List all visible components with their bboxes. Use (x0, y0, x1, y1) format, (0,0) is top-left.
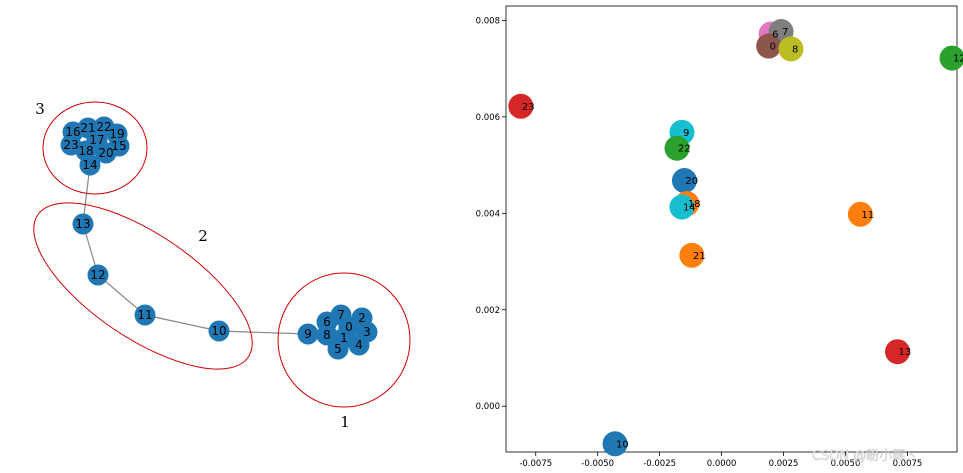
group-label-2: 2 (198, 227, 208, 245)
node-23 (60, 134, 82, 156)
node-11 (134, 304, 156, 326)
node-label-13: 13 (75, 217, 90, 231)
graph-edges (82, 164, 328, 336)
group-label-3: 3 (35, 100, 45, 118)
node-label-1: 1 (340, 331, 348, 345)
node-label-3: 3 (363, 325, 371, 339)
point-label-9: 9 (683, 128, 689, 139)
point-14 (669, 194, 695, 220)
node-label-8: 8 (323, 328, 331, 342)
group-circle-3 (42, 101, 148, 195)
node-20 (95, 142, 117, 164)
node-10 (208, 320, 230, 342)
group-circle-1 (277, 272, 411, 408)
edge-10-11 (144, 314, 220, 332)
y-tick-label: 0.000 (476, 402, 500, 412)
point-23 (508, 93, 534, 119)
point-label-13: 13 (899, 347, 912, 358)
x-tick-label: -0.0050 (581, 459, 614, 469)
scatter-plot: -0.0075 -0.0050 -0.0025 0.0000 0.0025 0.0050 0… (476, 5, 963, 469)
node-label-2: 2 (358, 311, 366, 325)
y-tick-label: 0.006 (476, 113, 500, 123)
point-12 (939, 45, 963, 71)
node-4 (348, 334, 370, 356)
node-label-10: 10 (211, 324, 226, 338)
group-labels: 123 (35, 100, 350, 431)
point-label-22: 22 (678, 144, 691, 155)
y-tick-label: 0.008 (476, 16, 500, 26)
node-label-17: 17 (89, 133, 104, 147)
point-label-21: 21 (693, 251, 706, 262)
node-label-23: 23 (63, 138, 78, 152)
point-13 (885, 339, 911, 365)
edge-9-10 (218, 330, 309, 335)
node-label-6: 6 (323, 315, 331, 329)
x-tick-label: 0.0000 (707, 459, 737, 469)
node-label-18: 18 (78, 144, 93, 158)
x-tick-label: 0.0025 (769, 459, 799, 469)
y-tick-label: 0.004 (476, 209, 500, 219)
node-label-21: 21 (80, 121, 95, 135)
point-label-23: 23 (522, 102, 535, 113)
point-label-12: 12 (953, 54, 963, 65)
node-22 (93, 116, 115, 138)
x-tick-label: 0.0050 (831, 459, 861, 469)
x-tick-label: -0.0075 (519, 459, 552, 469)
plot-frame (505, 5, 958, 453)
point-22 (664, 135, 690, 161)
point-label-10: 10 (616, 439, 629, 450)
node-label-9: 9 (304, 327, 312, 341)
point-0 (756, 33, 782, 59)
watermark-text: CSDN @盼小辉丶 (812, 449, 918, 464)
node-label-4: 4 (355, 338, 363, 352)
point-label-7: 7 (782, 27, 788, 38)
point-21 (679, 242, 705, 268)
node-8 (316, 324, 338, 346)
node-label-0: 0 (345, 320, 353, 334)
node-12 (87, 264, 109, 286)
point-label-18: 18 (688, 199, 701, 210)
group-circle-2 (33, 202, 253, 370)
y-axis-ticks: 0.000 0.002 0.004 0.006 0.008 (476, 16, 506, 412)
node-label-11: 11 (137, 308, 152, 322)
node-label-7: 7 (337, 308, 345, 322)
node-label-16: 16 (65, 125, 80, 139)
node-21 (77, 117, 99, 139)
x-tick-label: 0.0075 (893, 459, 923, 469)
node-label-12: 12 (90, 268, 105, 282)
point-label-8: 8 (792, 44, 798, 55)
node-label-22: 22 (96, 120, 111, 134)
node-9 (297, 323, 319, 345)
point-label-14: 14 (683, 203, 696, 214)
node-label-14: 14 (82, 158, 97, 172)
x-tick-label: -0.0025 (643, 459, 676, 469)
point-11 (847, 201, 873, 227)
point-label-6: 6 (772, 29, 778, 40)
y-tick-label: 0.002 (476, 306, 500, 316)
node-7 (330, 304, 352, 326)
point-8 (778, 36, 804, 62)
group-circles (33, 101, 411, 408)
node-label-20: 20 (98, 146, 113, 160)
point-20 (671, 168, 697, 194)
node-label-19: 19 (109, 127, 124, 141)
x-axis-ticks: -0.0075 -0.0050 -0.0025 0.0000 0.0025 0.0050 0… (519, 452, 922, 469)
group-label-1: 1 (340, 413, 350, 431)
node-label-15: 15 (111, 139, 126, 153)
point-10 (602, 431, 628, 457)
point-label-11: 11 (861, 210, 874, 221)
node-label-5: 5 (334, 342, 342, 356)
point-label-0: 0 (770, 42, 776, 53)
node-13 (72, 213, 94, 235)
point-label-20: 20 (685, 176, 698, 187)
